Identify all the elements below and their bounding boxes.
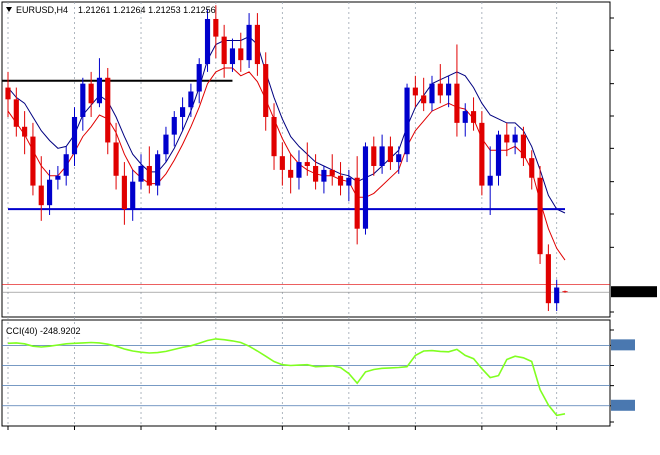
candle-body bbox=[180, 107, 186, 117]
candle-body bbox=[446, 83, 452, 96]
candle-body bbox=[246, 24, 252, 61]
candle-body bbox=[213, 18, 219, 37]
candle-body bbox=[71, 116, 78, 155]
ohlc-label: 1.21261 1.21264 1.21253 1.21256 bbox=[78, 5, 216, 15]
candle-body bbox=[138, 165, 144, 182]
candle-body bbox=[113, 142, 119, 176]
candle-body bbox=[271, 116, 277, 157]
candle-body bbox=[362, 146, 369, 229]
candle-body bbox=[288, 169, 294, 178]
candle-body bbox=[537, 177, 543, 255]
candle-body bbox=[437, 83, 443, 96]
candle-body bbox=[512, 134, 518, 143]
candle-body bbox=[329, 169, 335, 176]
candle-body bbox=[520, 134, 527, 159]
menu-triangle-icon[interactable] bbox=[6, 7, 12, 12]
candle-body bbox=[238, 48, 244, 61]
candle-body bbox=[379, 146, 385, 166]
candle-body bbox=[221, 36, 227, 65]
candle-body bbox=[263, 64, 269, 117]
candle-body bbox=[105, 77, 111, 143]
candle-body bbox=[396, 154, 402, 163]
candles-layer bbox=[5, 5, 568, 312]
candle-body bbox=[412, 87, 418, 96]
candle-body bbox=[321, 169, 327, 182]
candle-body bbox=[371, 146, 377, 166]
price-panel-border bbox=[1, 1, 611, 318]
candle-body bbox=[454, 83, 460, 123]
candle-body bbox=[146, 165, 152, 186]
candle-body bbox=[529, 158, 535, 178]
candle-body bbox=[545, 254, 551, 304]
candle-body bbox=[163, 134, 169, 155]
candle-body bbox=[5, 87, 11, 100]
candle-body bbox=[204, 18, 211, 65]
candle-body bbox=[96, 77, 103, 104]
levels-layer bbox=[2, 79, 610, 293]
candle-body bbox=[13, 99, 19, 127]
candle-body bbox=[346, 177, 352, 186]
candle-body bbox=[354, 177, 360, 229]
candle-body bbox=[562, 291, 568, 293]
cci-level-tag-box bbox=[611, 399, 635, 411]
candle-body bbox=[404, 87, 410, 155]
candle-body bbox=[313, 165, 319, 182]
candle-body bbox=[337, 175, 344, 186]
candle-body bbox=[121, 175, 127, 210]
candle-body bbox=[130, 181, 136, 210]
candle-body bbox=[38, 185, 44, 206]
cci-level-tag-box bbox=[611, 339, 635, 351]
indicator-panel-border bbox=[1, 319, 611, 427]
candle-body bbox=[479, 122, 485, 186]
candle-body bbox=[46, 179, 53, 206]
candle-body bbox=[296, 162, 302, 178]
candle-body bbox=[63, 154, 69, 176]
candle-body bbox=[421, 95, 427, 104]
axis-layer bbox=[7, 17, 657, 430]
candle-body bbox=[470, 111, 477, 123]
candle-body bbox=[387, 146, 393, 163]
candle-body bbox=[304, 162, 310, 166]
candle-body bbox=[254, 24, 260, 65]
candle-body bbox=[504, 134, 510, 143]
candle-body bbox=[30, 136, 36, 186]
candle-body bbox=[55, 175, 61, 180]
symbol-label: EURUSD,H4 bbox=[16, 5, 68, 15]
candle-body bbox=[429, 83, 435, 104]
candle-body bbox=[88, 83, 94, 104]
price-tag-box bbox=[611, 286, 657, 298]
candle-body bbox=[155, 154, 161, 186]
cci-title: CCI(40) -248.9202 bbox=[6, 326, 81, 336]
cci-layer bbox=[7, 338, 566, 417]
candle-body bbox=[22, 126, 28, 137]
candle-body bbox=[462, 111, 468, 123]
candle-body bbox=[229, 48, 236, 65]
price-tag-box bbox=[611, 278, 657, 290]
candle-body bbox=[188, 91, 194, 108]
candle-body bbox=[196, 64, 202, 92]
candle-body bbox=[80, 83, 86, 117]
candle-body bbox=[495, 134, 502, 176]
grid-layer bbox=[2, 2, 610, 426]
candle-body bbox=[554, 287, 560, 304]
candle-body bbox=[171, 116, 177, 135]
cci-line bbox=[7, 338, 566, 417]
candle-body bbox=[487, 175, 493, 186]
candle-body bbox=[279, 156, 285, 170]
